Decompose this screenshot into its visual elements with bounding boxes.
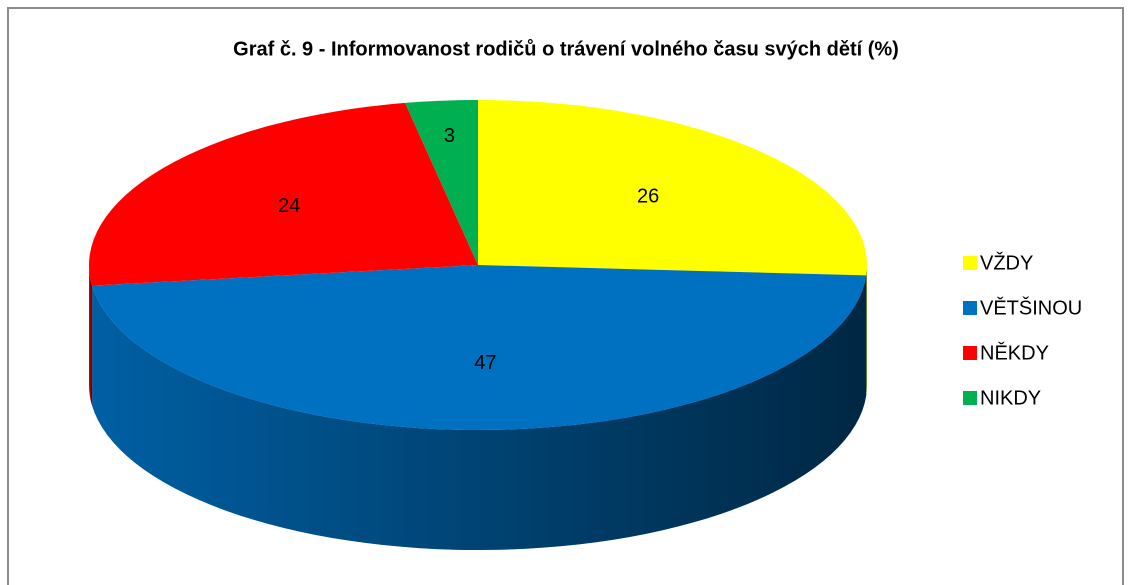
slice-side-shade [866, 265, 867, 396]
data-label: 3 [444, 125, 455, 147]
slice-side-shade [89, 265, 93, 406]
legend-label: NIKDY [980, 387, 1041, 409]
data-label: 47 [474, 352, 496, 374]
slice-side-shade [92, 275, 867, 551]
legend-label: NĚKDY [980, 341, 1049, 364]
legend-swatch [963, 346, 977, 360]
slice [405, 100, 478, 265]
legend-label: VŽDY [980, 251, 1033, 274]
legend-swatch [963, 256, 977, 270]
chart-title: Graf č. 9 - Informovanost rodičů o tráve… [233, 38, 899, 60]
legend-label: VĚTŠINOU [980, 296, 1082, 319]
slice [478, 100, 867, 276]
data-label: 26 [637, 186, 659, 208]
data-label: 24 [278, 195, 300, 217]
slice [88, 102, 478, 286]
legend-swatch [963, 301, 977, 315]
slice [92, 265, 867, 431]
legend-swatch [963, 391, 977, 405]
